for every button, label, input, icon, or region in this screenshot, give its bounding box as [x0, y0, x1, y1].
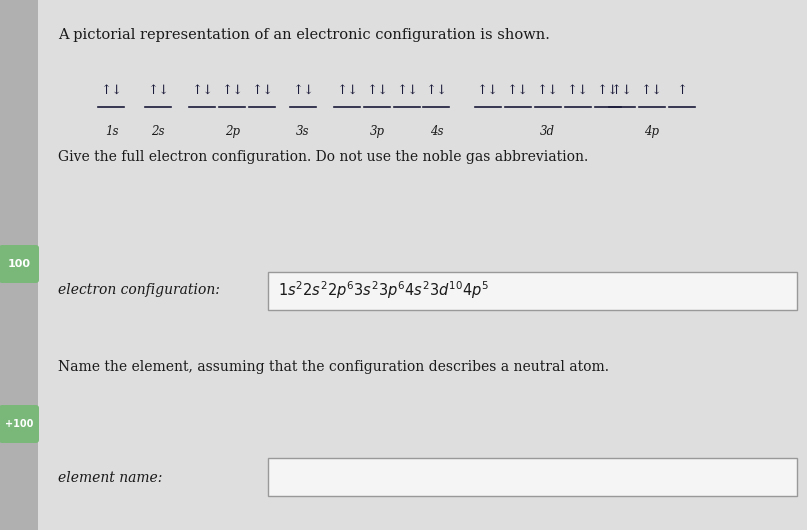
Text: ↑↓: ↑↓	[537, 84, 558, 96]
FancyBboxPatch shape	[0, 405, 39, 443]
Text: A pictorial representation of an electronic configuration is shown.: A pictorial representation of an electro…	[58, 28, 550, 42]
Text: 2p: 2p	[225, 125, 240, 138]
Text: 4s: 4s	[429, 125, 443, 138]
Text: ↑↓: ↑↓	[221, 84, 244, 96]
Text: 3d: 3d	[540, 125, 555, 138]
Text: ↑↓: ↑↓	[251, 84, 274, 96]
Text: ↑↓: ↑↓	[366, 84, 388, 96]
Text: ↑↓: ↑↓	[147, 84, 169, 96]
Text: ↑↓: ↑↓	[100, 84, 123, 96]
Text: ↑↓: ↑↓	[507, 84, 529, 96]
Text: element name:: element name:	[58, 471, 162, 485]
Text: ↑↓: ↑↓	[567, 84, 589, 96]
Text: ↑↓: ↑↓	[596, 84, 619, 96]
Text: 1s: 1s	[105, 125, 118, 138]
Text: 2s: 2s	[152, 125, 165, 138]
Text: ↑↓: ↑↓	[425, 84, 448, 96]
Text: 4p: 4p	[644, 125, 659, 138]
Text: ↑↓: ↑↓	[292, 84, 314, 96]
Text: 3p: 3p	[370, 125, 385, 138]
Text: ↑: ↑	[676, 84, 688, 96]
Text: Name the element, assuming that the configuration describes a neutral atom.: Name the element, assuming that the conf…	[58, 360, 609, 374]
Text: ↑↓: ↑↓	[641, 84, 663, 96]
Text: 100: 100	[7, 259, 31, 269]
Text: +100: +100	[5, 419, 33, 429]
Text: ↑↓: ↑↓	[396, 84, 418, 96]
Text: $1s^{2}2s^{2}2p^{6}3s^{2}3p^{6}4s^{2}3d^{10}4p^{5}$: $1s^{2}2s^{2}2p^{6}3s^{2}3p^{6}4s^{2}3d^…	[278, 279, 489, 301]
Text: Give the full electron configuration. Do not use the noble gas abbreviation.: Give the full electron configuration. Do…	[58, 150, 588, 164]
FancyBboxPatch shape	[0, 245, 39, 283]
Text: ↑↓: ↑↓	[477, 84, 499, 96]
Text: 3s: 3s	[296, 125, 310, 138]
Text: ↑↓: ↑↓	[610, 84, 633, 96]
Text: ↑↓: ↑↓	[336, 84, 358, 96]
Bar	[268, 272, 797, 310]
Text: ↑↓: ↑↓	[191, 84, 214, 96]
Text: electron configuration:: electron configuration:	[58, 283, 220, 297]
Bar	[268, 458, 797, 496]
Bar	[0, 0, 38, 530]
